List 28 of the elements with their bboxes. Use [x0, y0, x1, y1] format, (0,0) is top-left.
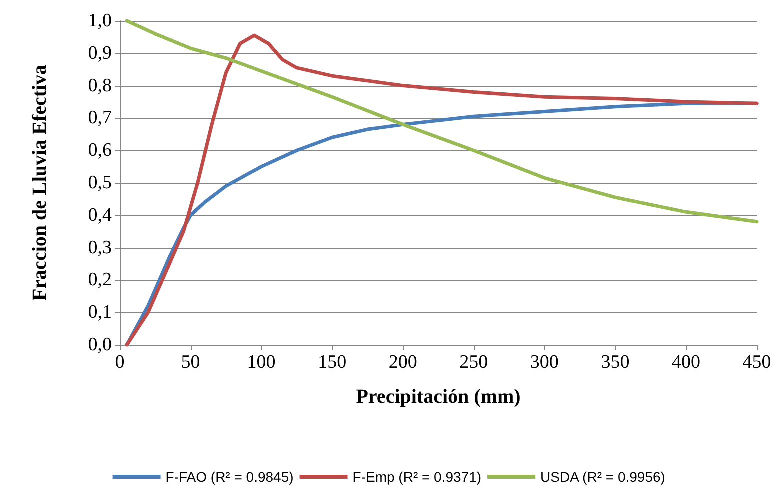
legend-label: USDA (R² = 0.9956) [540, 469, 666, 485]
x-tick-label: 350 [601, 352, 630, 373]
legend-label: F-FAO (R² = 0.9845) [166, 469, 294, 485]
x-tick-label: 300 [530, 352, 559, 373]
y-tick-label: 0,5 [88, 172, 112, 194]
y-tick-label: 0,0 [88, 334, 112, 356]
x-tick-label: 200 [388, 352, 418, 373]
y-tick-label: 0,6 [88, 140, 112, 162]
x-tick-label: 250 [460, 352, 488, 373]
y-tick-label: 0,7 [88, 108, 112, 129]
y-tick-label: 0,8 [88, 75, 112, 96]
x-tick-label: 400 [672, 352, 700, 373]
y-tick-label: 0,3 [88, 237, 112, 258]
x-tick-label: 0 [115, 352, 125, 373]
y-tick-label: 0,1 [88, 302, 112, 324]
legend-label: F-Emp (R² = 0.9371) [352, 469, 482, 485]
x-tick-label: 450 [742, 352, 772, 373]
x-tick-label: 100 [247, 352, 276, 373]
y-tick-label: 0,2 [88, 270, 112, 291]
y-axis-title: Fraccion de Lluvia Efectiva [29, 64, 51, 302]
y-tick-label: 1,0 [88, 10, 112, 32]
line-series [125, 19, 759, 224]
x-tick-label: 50 [181, 352, 200, 373]
x-axis-title: Precipitación (mm) [356, 386, 521, 408]
x-tick-label: 150 [318, 352, 347, 373]
line-series [125, 34, 759, 347]
y-tick-label: 0,9 [88, 42, 112, 64]
y-tick-label: 0,4 [88, 204, 112, 226]
